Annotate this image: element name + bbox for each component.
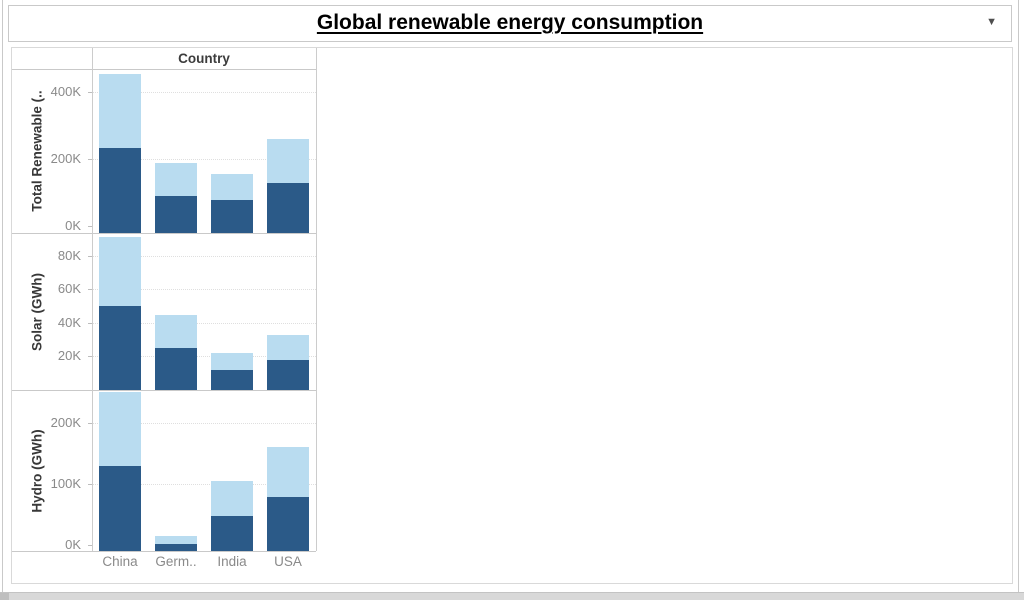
bar-segment-dark[interactable] (155, 543, 197, 551)
bar-segment-dark[interactable] (211, 369, 253, 390)
dropdown-caret-icon[interactable]: ▼ (986, 16, 997, 28)
y-tick-mark (88, 92, 92, 94)
gridline (93, 356, 316, 358)
horizontal-scrollbar[interactable] (0, 592, 1024, 600)
y-tick-mark (88, 289, 92, 291)
bar-segment-dark[interactable] (267, 497, 309, 551)
column-field-label: Country (178, 51, 230, 66)
bar-segment-dark[interactable] (211, 200, 253, 233)
bar-segment-light[interactable] (211, 174, 253, 201)
scrollbar-corner (0, 593, 9, 600)
pane-right-border (316, 48, 317, 551)
gridline (93, 422, 316, 424)
gridline (93, 483, 316, 485)
dashboard-title: Global renewable energy consumption (316, 11, 704, 34)
y-tick-mark (88, 422, 92, 424)
x-axis-label[interactable]: USA (274, 554, 302, 569)
bar-segment-light[interactable] (99, 237, 141, 307)
bar-segment-light[interactable] (267, 334, 309, 360)
pane-separator-line (12, 69, 316, 70)
gridline (93, 159, 316, 161)
y-axis-title: Hydro (GWh) (29, 429, 45, 513)
y-tick-label: 40K (57, 314, 81, 330)
y-tick-mark (88, 322, 92, 324)
x-axis-label[interactable]: China (102, 554, 138, 569)
y-tick-label: 400K (50, 84, 81, 100)
y-tick-mark (88, 544, 92, 546)
x-axis-label[interactable]: India (217, 554, 247, 569)
bar-segment-light[interactable] (99, 392, 141, 466)
bar-segment-dark[interactable] (99, 306, 141, 390)
gridline (93, 92, 316, 94)
y-tick-label: 20K (57, 348, 81, 364)
y-tick-label: 100K (50, 475, 81, 491)
bar-segment-light[interactable] (211, 480, 253, 516)
y-tick-label: 200K (50, 414, 81, 430)
bar-segment-dark[interactable] (267, 182, 309, 233)
y-tick-label: 200K (50, 151, 81, 167)
x-axis-line (12, 551, 316, 552)
chart-worksheet: Country Total Renewable (.. 0K 200K 400K Sol… (11, 47, 1013, 584)
bar-segment-dark[interactable] (155, 348, 197, 390)
y-tick-mark (88, 356, 92, 358)
y-tick-label: 60K (57, 281, 81, 297)
bar-segment-dark[interactable] (99, 147, 141, 233)
page-border-right (1018, 0, 1019, 600)
y-tick-label: 80K (57, 247, 81, 263)
bar-segment-light[interactable] (155, 162, 197, 196)
bar-segment-dark[interactable] (155, 195, 197, 233)
bar-segment-dark[interactable] (267, 359, 309, 390)
y-axis-line (92, 48, 93, 551)
gridline (93, 255, 316, 257)
pane-separator-line (12, 390, 316, 391)
y-tick-mark (88, 226, 92, 228)
bar-segment-light[interactable] (267, 139, 309, 183)
y-tick-label: 0K (65, 536, 81, 552)
bar-segment-light[interactable] (267, 447, 309, 498)
bar-segment-light[interactable] (99, 74, 141, 148)
bar-segment-light[interactable] (211, 353, 253, 370)
bar-segment-dark[interactable] (99, 465, 141, 551)
y-tick-label: 0K (65, 218, 81, 234)
x-axis-label[interactable]: Germ.. (155, 554, 197, 569)
bar-segment-light[interactable] (155, 314, 197, 349)
y-tick-mark (88, 483, 92, 485)
gridline (93, 289, 316, 291)
title-banner: Global renewable energy consumption ▼ (8, 5, 1012, 42)
bar-segment-light[interactable] (155, 536, 197, 544)
page-border-left (2, 0, 3, 600)
pane-separator-line (12, 233, 316, 234)
y-tick-mark (88, 255, 92, 257)
gridline (93, 322, 316, 324)
y-tick-mark (88, 159, 92, 161)
bar-segment-dark[interactable] (211, 515, 253, 551)
